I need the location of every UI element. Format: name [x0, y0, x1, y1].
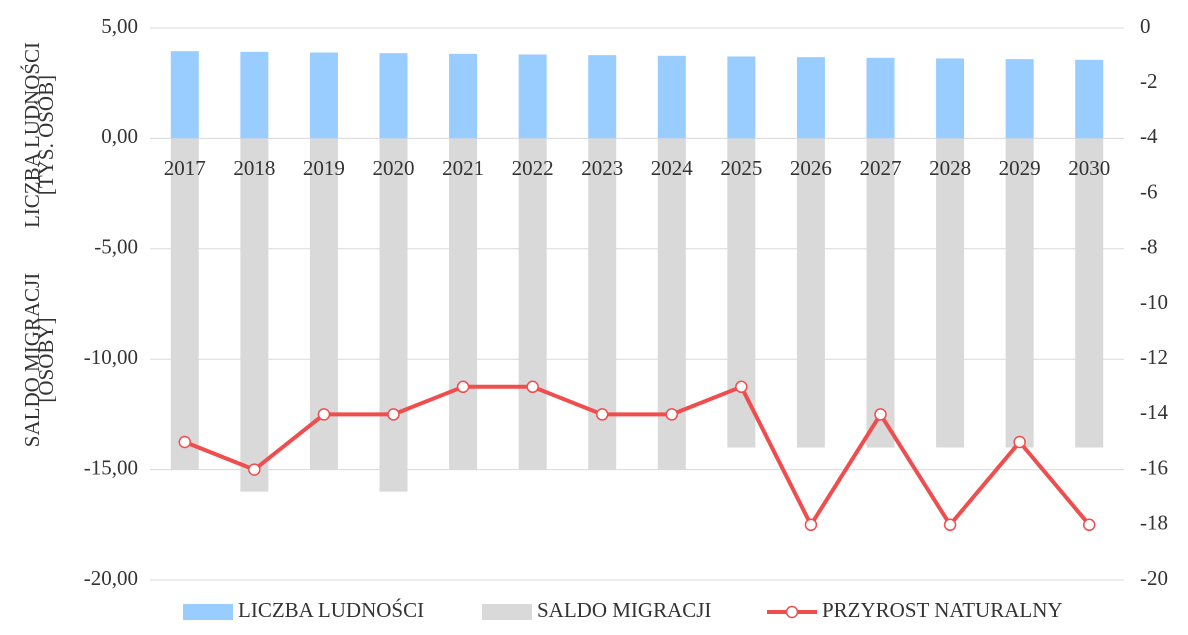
- marker: [595, 408, 609, 421]
- y2-tick-label: -4: [1140, 124, 1158, 148]
- bar: [1005, 138, 1034, 448]
- marker: [1082, 518, 1096, 532]
- x-tick-label: 2022: [512, 156, 554, 180]
- x-tick-label: 2028: [929, 156, 971, 180]
- legend-swatch: [482, 604, 532, 620]
- marker: [248, 463, 261, 476]
- bar: [379, 53, 408, 139]
- y-axis-title: [TYS. OSÓB]: [34, 75, 58, 195]
- x-tick-label: 2021: [442, 156, 484, 180]
- y2-tick-label: 0: [1140, 14, 1151, 38]
- legend-label: LICZBA LUDNOŚCI: [238, 598, 424, 622]
- x-tick-label: 2026: [790, 156, 832, 180]
- y-tick-label: -20,00: [84, 566, 138, 590]
- y-axis-title: LICZBA LUDNOŚCI: [20, 42, 44, 228]
- bar: [588, 55, 617, 139]
- bar: [866, 57, 895, 139]
- bar: [449, 138, 478, 470]
- y-axis-title: SALDO MIGRACJI: [20, 273, 44, 447]
- marker: [456, 380, 470, 394]
- bar: [518, 54, 547, 139]
- line: [184, 384, 1091, 527]
- y2-tick-label: -10: [1140, 290, 1168, 314]
- x-tick-label: 2025: [720, 156, 762, 180]
- bar: [1005, 59, 1034, 139]
- bar: [170, 138, 199, 470]
- y2-tick-label: -16: [1140, 455, 1168, 479]
- y2-tick-label: -20: [1140, 566, 1168, 590]
- y2-tick-label: -18: [1140, 511, 1168, 535]
- x-tick-label: 2029: [999, 156, 1041, 180]
- marker: [387, 408, 400, 421]
- marker: [943, 518, 957, 532]
- x-tick-label: 2027: [860, 156, 902, 180]
- bar: [240, 138, 269, 492]
- legend-label: PRZYROST NATURALNY: [822, 598, 1063, 622]
- y-tick-label: 5,00: [101, 14, 138, 38]
- marker: [526, 380, 539, 394]
- bar: [518, 138, 547, 470]
- marker: [804, 518, 818, 532]
- bar: [240, 51, 269, 139]
- y2-tick-label: -12: [1140, 345, 1168, 369]
- marker: [1013, 435, 1026, 449]
- y2-tick-label: -14: [1140, 400, 1168, 424]
- bar: [727, 138, 756, 448]
- bar: [449, 53, 478, 139]
- y2-tick-label: -6: [1140, 179, 1158, 203]
- y2-tick-label: -8: [1140, 235, 1158, 259]
- y-tick-label: -5,00: [94, 235, 138, 259]
- x-tick-label: 2020: [373, 156, 415, 180]
- marker: [735, 380, 748, 394]
- bar: [796, 57, 825, 139]
- x-tick-label: 2019: [303, 156, 345, 180]
- y-tick-label: 0,00: [101, 124, 138, 148]
- y-axis-title: [OSOBY]: [34, 317, 58, 402]
- y-tick-label: -15,00: [84, 455, 138, 479]
- x-tick-label: 2018: [233, 156, 275, 180]
- legend-marker: [785, 605, 799, 619]
- bar: [866, 138, 895, 448]
- marker: [665, 408, 679, 421]
- bar: [170, 51, 199, 139]
- marker: [317, 408, 331, 421]
- marker: [178, 435, 192, 449]
- legend-swatch: [183, 604, 233, 620]
- x-tick-label: 2024: [651, 156, 694, 180]
- y2-tick-label: -2: [1140, 69, 1158, 93]
- bar: [309, 52, 338, 139]
- x-tick-label: 2023: [581, 156, 623, 180]
- bar: [657, 55, 686, 139]
- bar: [796, 138, 825, 448]
- legend-label: SALDO MIGRACJI: [537, 598, 711, 622]
- marker: [874, 408, 887, 421]
- bar: [727, 56, 756, 139]
- y-tick-label: -10,00: [84, 345, 138, 369]
- bar: [379, 138, 408, 492]
- bar: [936, 138, 965, 448]
- x-tick-label: 2017: [164, 156, 206, 180]
- bar: [936, 58, 965, 139]
- bar: [1075, 59, 1104, 139]
- bar: [1075, 138, 1104, 448]
- x-tick-label: 2030: [1068, 156, 1110, 180]
